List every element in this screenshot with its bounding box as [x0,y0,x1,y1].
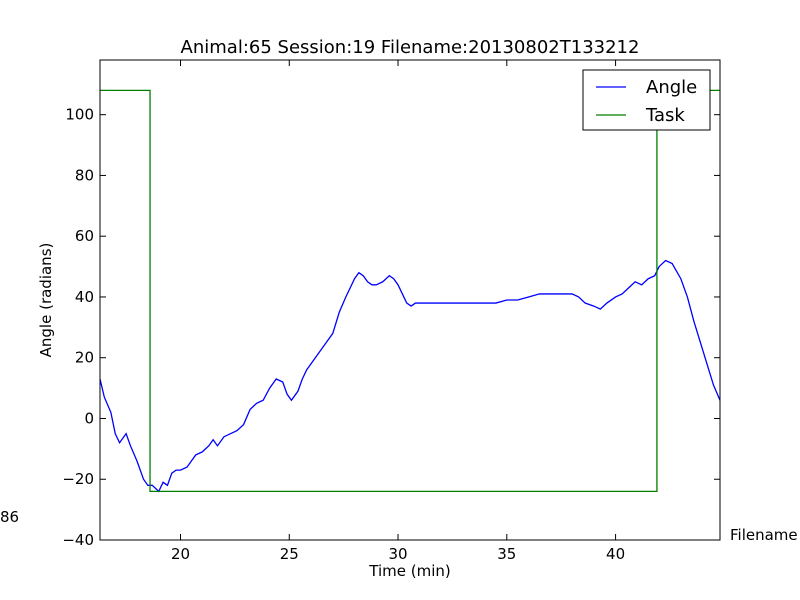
series-line-task [100,89,720,493]
plot-frame [99,59,721,541]
y-tick-label: 60 [75,227,94,245]
y-tick-label: −40 [62,531,94,549]
x-tick-label: 30 [388,545,407,563]
legend: Angle Task [582,69,711,131]
y-tick-label: 20 [75,349,94,367]
y-tick-label: 40 [75,288,94,306]
left-side-label: 86 [0,508,19,526]
y-tick-label: 100 [65,106,94,124]
x-axis: 20 25 30 35 40 [171,60,625,563]
x-tick-label: 20 [171,545,190,563]
chart-title: Animal:65 Session:19 Filename:20130802T1… [181,37,640,58]
x-tick-label: 25 [280,545,299,563]
series-layer [100,89,720,493]
x-axis-label: Time (min) [368,562,450,580]
y-tick-label: 0 [84,409,94,427]
legend-label-task: Task [645,105,685,126]
series-line-angle [100,259,720,493]
legend-box [582,69,711,131]
right-side-label: Filename [730,526,798,544]
x-tick-label: 40 [606,545,625,563]
y-axis: −40 −20 0 20 40 60 80 100 [62,106,720,549]
y-tick-label: 80 [75,166,94,184]
y-tick-label: −20 [62,470,94,488]
x-tick-label: 35 [497,545,516,563]
y-axis-label: Angle (radians) [37,243,55,358]
legend-label-angle: Angle [646,77,697,98]
